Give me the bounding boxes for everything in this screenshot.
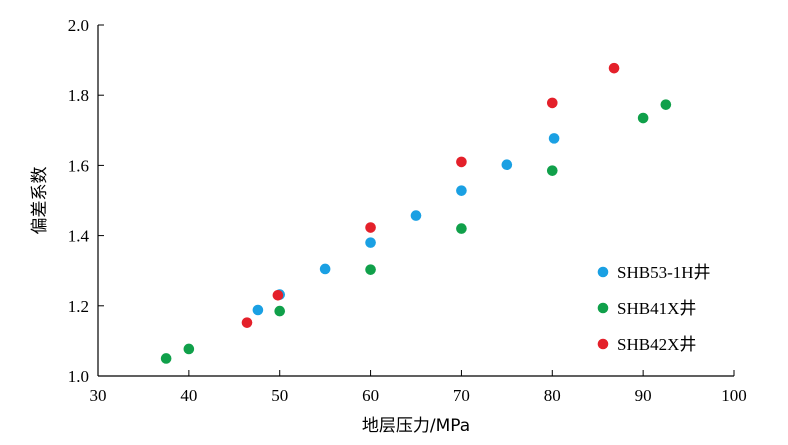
legend-label: SHB53-1H井	[617, 263, 711, 282]
data-point-series-1	[456, 185, 467, 196]
legend-marker	[597, 302, 609, 314]
y-tick-label: 1.4	[68, 227, 90, 246]
data-point-series-1	[501, 159, 513, 170]
data-point-series-2	[160, 353, 172, 364]
y-tick-label: 1.8	[68, 86, 89, 105]
y-tick-label: 2.0	[68, 16, 89, 35]
y-axis-ticks: 1.0 1.2 1.4 1.6 1.8 2.0	[68, 16, 104, 386]
data-point-series-2	[456, 223, 467, 234]
data-points	[160, 62, 672, 364]
data-point-series-3	[365, 222, 376, 233]
legend-label: SHB41X井	[617, 299, 696, 318]
data-point-series-2	[274, 305, 286, 317]
x-tick-label: 90	[635, 386, 652, 405]
data-point-series-1	[365, 237, 376, 248]
y-axis-title: 偏差系数	[30, 167, 50, 235]
legend-label: SHB42X井	[617, 335, 696, 354]
x-tick-label: 60	[362, 386, 379, 405]
plot-area: 30 40 50 60 70 80 90 100 1.0 1.2 1.4 1.6 1.8 2.0	[68, 16, 747, 405]
data-point-series-2	[637, 112, 649, 124]
y-tick-label: 1.2	[68, 297, 89, 316]
x-tick-label: 80	[544, 386, 561, 405]
x-axis-title: 地层压力/MPa	[362, 416, 470, 436]
data-point-series-2	[365, 264, 376, 275]
data-point-series-3	[241, 317, 253, 328]
data-point-series-3	[456, 156, 467, 168]
legend-marker	[597, 266, 609, 278]
data-point-series-2	[660, 99, 672, 110]
data-point-series-2	[183, 343, 195, 355]
legend: SHB53-1H井 SHB41X井 SHB42X井	[597, 263, 711, 354]
x-axis-ticks: 30 40 50 60 70 80 90 100	[90, 370, 747, 405]
data-point-series-2	[546, 165, 558, 176]
x-tick-label: 40	[180, 386, 197, 405]
y-tick-label: 1.6	[68, 156, 89, 175]
x-tick-label: 70	[453, 386, 470, 405]
data-point-series-3	[608, 62, 620, 74]
legend-marker	[597, 338, 609, 350]
data-point-series-3	[546, 97, 558, 109]
y-tick-label: 1.0	[68, 367, 89, 386]
data-point-series-3	[272, 289, 284, 301]
data-point-series-1	[252, 304, 264, 316]
data-point-series-1	[548, 133, 560, 144]
data-point-series-1	[319, 263, 331, 275]
data-point-series-1	[410, 210, 422, 221]
x-tick-label: 30	[90, 386, 107, 405]
x-tick-label: 50	[271, 386, 288, 405]
x-tick-label: 100	[721, 386, 747, 405]
